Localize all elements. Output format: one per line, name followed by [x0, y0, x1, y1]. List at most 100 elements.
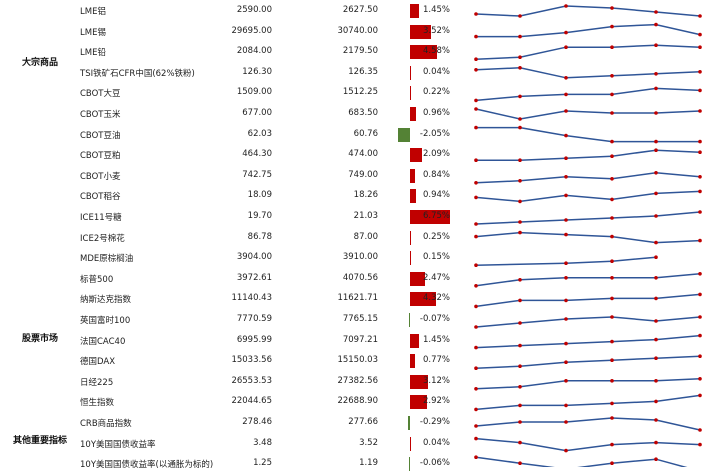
change-percent: 0.04% [422, 66, 450, 77]
instrument-name: MDE原棕榈油 [80, 254, 134, 265]
sparkline-point [474, 284, 478, 288]
previous-value: 15033.56 [231, 355, 272, 366]
change-percent: 0.94% [422, 190, 450, 201]
sparkline-path [475, 316, 701, 328]
sparkline-path [475, 256, 657, 266]
sparkline-point [610, 74, 614, 78]
sparkline-point [518, 298, 522, 303]
sparkline-point [564, 218, 568, 222]
previous-value: 26553.53 [231, 375, 272, 386]
change-bar [410, 271, 425, 286]
sparkline-point [518, 385, 522, 389]
sparkline-point [518, 230, 522, 235]
sparkline-point [474, 234, 478, 239]
sparkline [474, 416, 702, 432]
sparkline-point [474, 366, 478, 371]
sparkline-point [564, 298, 568, 303]
sparkline-point [564, 133, 568, 138]
sparkline-path [475, 378, 701, 390]
table-row: ICE2号棉花 86.78 87.00 0.25% [0, 229, 726, 249]
instrument-name: ICE11号糖 [80, 213, 122, 223]
sparkline-point [610, 216, 614, 220]
change-bar [408, 416, 410, 430]
table-row: ICE11号糖 19.70 21.03 6.75% [0, 208, 726, 228]
previous-value: 62.03 [247, 128, 272, 139]
sparkline [474, 377, 702, 391]
current-value: 126.35 [348, 66, 378, 77]
instrument-name: CBOT豆粕 [80, 151, 121, 162]
sparkline-point [610, 416, 614, 420]
sparkline-point [654, 72, 658, 76]
change-percent: 2.09% [422, 149, 450, 160]
sparkline-point [474, 107, 478, 111]
sparkline-point [474, 407, 478, 412]
change-bar [410, 148, 423, 163]
sparkline-point [564, 232, 568, 237]
previous-value: 6995.99 [236, 334, 272, 345]
sparkline-point [518, 179, 522, 183]
change-bar [410, 107, 416, 121]
sparkline-point [610, 177, 614, 181]
sparkline-point [474, 98, 478, 103]
change-bar [410, 436, 411, 451]
table-row: 德国DAX 15033.56 15150.03 0.77% [0, 352, 726, 372]
instrument-name: LME铅 [80, 48, 106, 59]
change-percent: -0.07% [419, 314, 450, 324]
sparkline-point [698, 393, 702, 398]
table-row: CRB商品指数 278.46 277.66 -0.29% [0, 414, 726, 434]
table-row: LME锡 29695.00 30740.00 3.52% [0, 23, 726, 43]
sparkline-point [518, 158, 522, 162]
sparkline-path [475, 108, 701, 120]
change-bar [410, 395, 428, 410]
sparkline [474, 315, 702, 329]
sparkline-point [610, 461, 614, 466]
sparkline-point [698, 109, 702, 113]
previous-value: 1509.00 [236, 87, 272, 98]
sparkline-point [654, 214, 658, 218]
change-percent: 0.96% [422, 108, 450, 118]
current-value: 7097.21 [342, 334, 378, 345]
sparkline-point [518, 278, 522, 282]
sparkline-path [475, 44, 701, 60]
sparkline-point [564, 360, 568, 365]
sparkline-point [564, 317, 568, 321]
table-row: 法国CAC40 6995.99 7097.21 1.45% [0, 332, 726, 352]
sparkline [474, 455, 688, 467]
change-bar [410, 4, 419, 18]
sparkline [474, 148, 702, 162]
sparkline-point [654, 440, 658, 445]
sparkline-point [610, 379, 614, 383]
previous-value: 86.78 [247, 231, 272, 242]
sparkline-point [518, 34, 522, 39]
sparkline-point [698, 14, 702, 18]
change-bar [410, 86, 412, 101]
sparkline-point [698, 45, 702, 49]
category-commodities: 大宗商品 [21, 58, 58, 68]
previous-value: 464.30 [242, 149, 272, 160]
current-value: 22688.90 [337, 396, 378, 407]
sparkline-path [475, 5, 701, 17]
current-value: 27382.56 [337, 375, 378, 386]
sparkline-point [610, 139, 614, 144]
sparkline-point [610, 92, 614, 97]
sparkline-point [564, 403, 568, 408]
change-percent: 1.45% [422, 334, 450, 345]
sparkline [474, 43, 702, 61]
category-other-indicators: 其他重要指标 [12, 436, 67, 446]
previous-value: 2084.00 [236, 46, 272, 57]
sparkline-point [474, 345, 478, 350]
sparkline [474, 272, 702, 288]
category-stock-market: 股票市场 [21, 334, 58, 344]
sparkline-path [475, 355, 701, 369]
change-bar [410, 189, 416, 204]
sparkline-path [475, 211, 701, 225]
sparkline [474, 107, 702, 121]
sparkline-point [610, 234, 614, 239]
table-row: 10Y美国国债收益率 3.48 3.52 0.04% [0, 435, 726, 455]
table-row: CBOT豆粕 464.30 474.00 2.09% [0, 146, 726, 166]
table-row: LME铝 2590.00 2627.50 1.45% [0, 2, 726, 22]
change-percent: 0.84% [422, 169, 450, 180]
sparkline-point [474, 325, 478, 329]
sparkline-point [518, 94, 522, 99]
sparkline-point [654, 171, 658, 175]
